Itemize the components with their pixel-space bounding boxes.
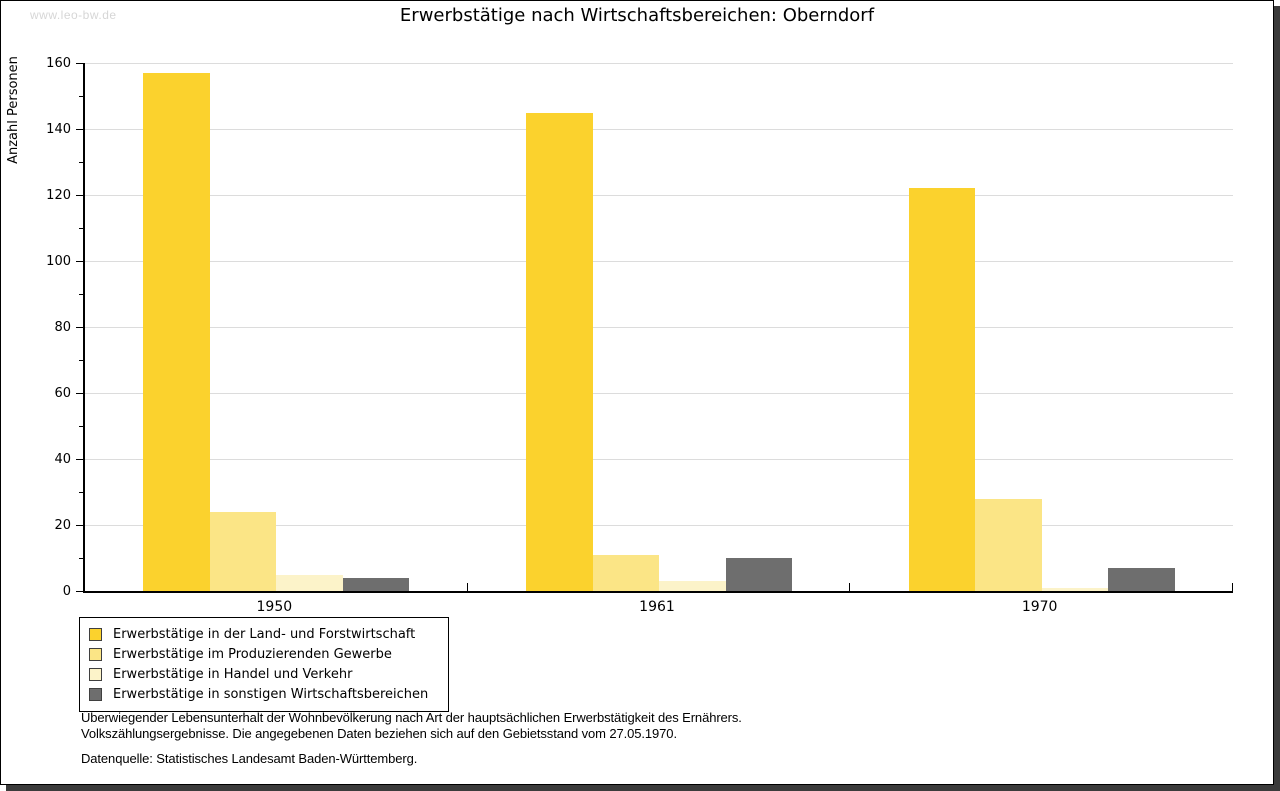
gridline-80: [85, 326, 1233, 328]
y-tick-10: [79, 557, 83, 559]
y-tick-30: [79, 491, 83, 493]
legend-row-2: Erwerbstätige in Handel und Verkehr: [89, 664, 440, 684]
y-tick-label-120: 120: [46, 187, 71, 203]
bar-1970-series-3: [1108, 567, 1175, 591]
legend: Erwerbstätige in der Land- und Forstwirt…: [79, 617, 449, 712]
bar-1961-series-1: [592, 554, 659, 591]
y-tick-150: [79, 95, 83, 97]
y-tick-50: [79, 425, 83, 427]
bar-1950-series-3: [342, 577, 410, 591]
gridline-100: [85, 260, 1233, 262]
bar-1950-series-0: [143, 72, 210, 591]
gridline-40: [85, 458, 1233, 460]
bar-1950-series-2: [276, 574, 343, 591]
bar-1961-series-2: [659, 581, 726, 591]
y-tick-label-20: 20: [54, 517, 71, 533]
bar-1961-series-3: [725, 558, 792, 591]
bar-1950-series-1: [209, 511, 277, 591]
x-tick-label-1961: 1961: [639, 599, 675, 615]
y-tick-110: [79, 227, 83, 229]
y-tick-20: [76, 524, 83, 526]
y-tick-120: [76, 194, 83, 196]
y-tick-label-160: 160: [46, 55, 71, 71]
legend-label-2: Erwerbstätige in Handel und Verkehr: [113, 666, 353, 682]
y-tick-160: [76, 62, 83, 64]
legend-label-3: Erwerbstätige in sonstigen Wirtschaftsbe…: [113, 686, 429, 702]
legend-swatch-3: [89, 687, 102, 701]
gridline-60: [85, 392, 1233, 394]
bar-1970-series-0: [908, 188, 976, 591]
x-axis-tick-3: [1232, 583, 1233, 591]
y-tick-40: [76, 458, 83, 460]
y-tick-label-80: 80: [54, 319, 71, 335]
y-axis-title: Anzahl Personen: [6, 56, 21, 164]
y-tick-label-40: 40: [54, 451, 71, 467]
bar-1970-series-2: [1041, 587, 1109, 591]
y-tick-label-0: 0: [62, 583, 71, 599]
x-axis-tick-2: [849, 583, 851, 591]
legend-row-0: Erwerbstätige in der Land- und Forstwirt…: [89, 624, 440, 644]
x-tick-label-1950: 1950: [256, 599, 293, 615]
gridline-160: [85, 62, 1233, 64]
data-source: Datenquelle: Statistisches Landesamt Bad…: [81, 751, 418, 766]
legend-swatch-1: [89, 647, 102, 661]
chart-title: Erwerbstätige nach Wirtschaftsbereichen:…: [399, 5, 875, 26]
legend-swatch-0: [89, 627, 102, 641]
bar-1961-series-0: [526, 112, 593, 591]
y-tick-60: [76, 392, 83, 394]
x-axis-tick-1: [466, 583, 468, 591]
y-tick-90: [79, 293, 83, 295]
y-tick-140: [76, 128, 83, 130]
footer-notes: Überwiegender Lebensunterhalt der Wohnbe…: [81, 710, 742, 742]
gridline-20: [85, 524, 1233, 526]
y-tick-70: [79, 359, 83, 361]
plot-area: [83, 62, 1233, 593]
x-tick-label-1970: 1970: [1021, 599, 1058, 615]
y-tick-100: [76, 260, 83, 262]
footer-line-2: Volkszählungsergebnisse. Die angegebenen…: [81, 726, 677, 741]
y-tick-label-140: 140: [46, 121, 71, 137]
y-tick-0: [76, 590, 83, 592]
gridline-120: [85, 194, 1233, 196]
bar-1970-series-1: [975, 498, 1042, 591]
footer-line-1: Überwiegender Lebensunterhalt der Wohnbe…: [81, 710, 742, 725]
legend-swatch-2: [89, 667, 102, 681]
legend-row-1: Erwerbstätige im Produzierenden Gewerbe: [89, 644, 440, 664]
y-tick-80: [76, 326, 83, 328]
y-tick-130: [79, 161, 83, 163]
legend-label-0: Erwerbstätige in der Land- und Forstwirt…: [113, 626, 416, 642]
legend-label-1: Erwerbstätige im Produzierenden Gewerbe: [113, 646, 392, 662]
gridline-140: [85, 128, 1233, 130]
y-tick-label-100: 100: [46, 253, 71, 269]
watermark: www.leo-bw.de: [30, 8, 117, 22]
y-tick-label-60: 60: [54, 385, 71, 401]
legend-row-3: Erwerbstätige in sonstigen Wirtschaftsbe…: [89, 684, 440, 704]
